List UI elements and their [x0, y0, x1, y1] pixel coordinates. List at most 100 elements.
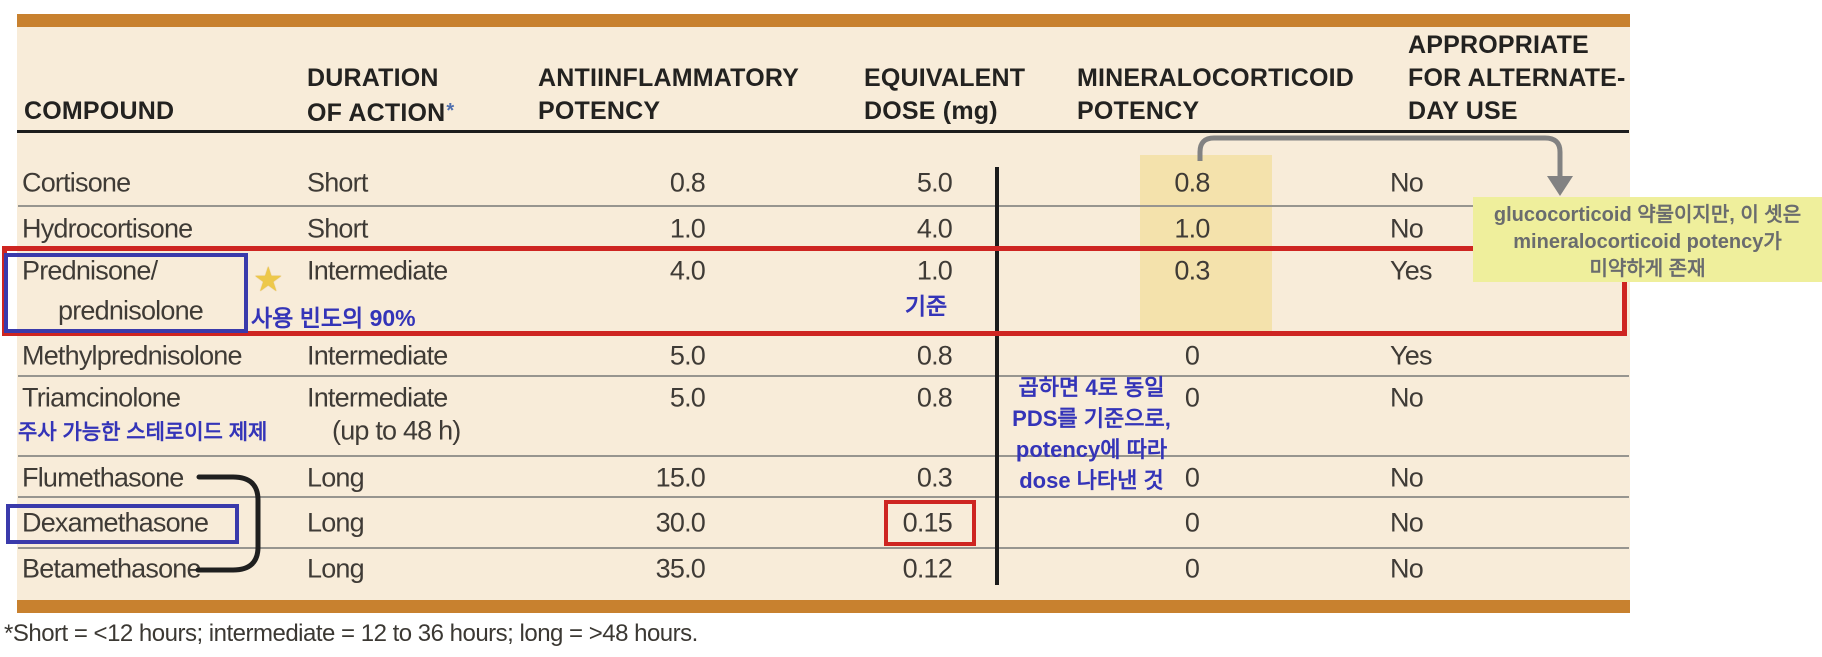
dose-note-line: dose 나타낸 것: [1019, 468, 1164, 493]
row-separator: [18, 455, 1629, 457]
column-header-line: ANTIINFLAMMATORY: [538, 62, 799, 95]
cell-mineralocorticoid-potency: 0: [1184, 382, 1200, 413]
cell-duration: Intermediate: [307, 382, 448, 413]
column-header-text: EQUIVALENT: [864, 64, 1026, 92]
cell-antiinflammatory-potency: 15.0: [655, 462, 706, 493]
cell-antiinflammatory-potency: 5.0: [669, 340, 706, 371]
usage-frequency-note: 사용 빈도의 90%: [251, 305, 416, 331]
cell-compound: Prednisone/: [22, 255, 158, 286]
cell-antiinflammatory-potency: 5.0: [669, 382, 706, 413]
cell-mineralocorticoid-potency: 0: [1184, 553, 1200, 584]
column-header-4: MINERALOCORTICOID POTENCY: [1077, 62, 1354, 128]
sticky-note-line: 미약하게 존재: [1589, 258, 1706, 280]
column-header-1: DURATION OF ACTION*: [307, 62, 454, 130]
prednisone-name-blue-box: [4, 253, 248, 333]
column-header-line: DURATION: [307, 62, 454, 95]
column-header-line: APPROPRIATE: [1408, 29, 1626, 62]
cell-antiinflammatory-potency: 4.0: [669, 255, 706, 286]
column-header-text: COMPOUND: [24, 97, 175, 125]
cell-equivalent-dose: 5.0: [916, 167, 953, 198]
cell-compound: Methylprednisolone: [22, 340, 243, 371]
column-header-5: APPROPRIATE FOR ALTERNATE- DAY USE: [1408, 29, 1626, 128]
column-header-line: DAY USE: [1408, 95, 1626, 128]
table-bottom-accent-bar: [17, 600, 1630, 613]
column-header-line: POTENCY: [538, 95, 799, 128]
cell-alternate-day-use: No: [1390, 213, 1424, 244]
column-header-text: DURATION: [307, 64, 439, 92]
star-icon: ★: [253, 261, 284, 299]
cell-duration: Long: [307, 462, 365, 493]
cell-equivalent-dose: 0.12: [902, 553, 953, 584]
table-top-accent-bar: [17, 14, 1630, 27]
cell-alternate-day-use: No: [1390, 553, 1424, 584]
cell-equivalent-dose: 4.0: [916, 213, 953, 244]
cell-duration: Intermediate: [307, 340, 448, 371]
column-header-text: FOR ALTERNATE-: [1408, 64, 1626, 92]
column-header-text: POTENCY: [538, 97, 661, 125]
cell-antiinflammatory-potency: 35.0: [655, 553, 706, 584]
cell-mineralocorticoid-potency: 1.0: [1174, 213, 1210, 244]
column-header-2: ANTIINFLAMMATORY POTENCY: [538, 62, 799, 128]
cell-compound: Dexamethasone: [22, 507, 209, 538]
cell-compound: Hydrocortisone: [22, 213, 193, 244]
cell-duration: Short: [307, 213, 368, 244]
column-divider-line: [995, 167, 999, 585]
table-background: [17, 27, 1630, 600]
column-header-text: DAY USE: [1408, 97, 1518, 125]
cell-mineralocorticoid-potency: 0.8: [1174, 167, 1210, 198]
column-header-line: FOR ALTERNATE-: [1408, 62, 1626, 95]
cell-duration: Long: [307, 553, 365, 584]
row-separator: [18, 205, 1629, 207]
dose-calculation-note: 곱하면 4로 동일 PDS를 기준으로, potency에 따라 dose 나타…: [1004, 372, 1179, 496]
sticky-note-line: glucocorticoid 약물이지만, 이 셋은: [1493, 204, 1802, 226]
cell-duration: Long: [307, 507, 365, 538]
cell-compound: Flumethasone: [22, 462, 184, 493]
cell-compound: Cortisone: [22, 167, 131, 198]
column-header-line: DOSE (mg): [864, 95, 1025, 128]
column-header-text: ANTIINFLAMMATORY: [538, 64, 800, 92]
column-header-line: EQUIVALENT: [864, 62, 1025, 95]
cell-equivalent-dose: 0.8: [916, 382, 953, 413]
cell-equivalent-dose: 0.3: [916, 462, 953, 493]
cell-equivalent-dose: 1.0: [916, 255, 953, 286]
column-header-text: OF ACTION: [307, 99, 446, 127]
cell-alternate-day-use: Yes: [1390, 340, 1432, 371]
cell-antiinflammatory-potency: 1.0: [669, 213, 706, 244]
cell-duration: Intermediate: [307, 255, 448, 286]
column-header-text: MINERALOCORTICOID: [1077, 64, 1354, 92]
dose-note-line: PDS를 기준으로,: [1012, 406, 1171, 431]
baseline-reference-note: 기준: [904, 293, 948, 319]
mineralocorticoid-sticky-note: glucocorticoid 약물이지만, 이 셋은 mineralocorti…: [1473, 197, 1822, 282]
sticky-note-line: mineralocorticoid potency가: [1513, 231, 1782, 253]
column-header-text: POTENCY: [1077, 97, 1200, 125]
column-header-line: COMPOUND: [24, 95, 174, 128]
column-header-line: POTENCY: [1077, 95, 1354, 128]
cell-alternate-day-use: No: [1390, 507, 1424, 538]
cell-alternate-day-use: Yes: [1390, 255, 1432, 286]
column-header-line: OF ACTION*: [307, 95, 454, 130]
column-header-3: EQUIVALENT DOSE (mg): [864, 62, 1025, 128]
dose-note-line: 곱하면 4로 동일: [1018, 375, 1165, 400]
footnote-marker: *: [446, 100, 455, 122]
column-header-line: MINERALOCORTICOID: [1077, 62, 1354, 95]
cell-alternate-day-use: No: [1390, 462, 1424, 493]
dexamethasone-dose-red-box: [884, 500, 976, 546]
column-header-text: DOSE (mg): [864, 97, 998, 125]
cell-duration-line2: (up to 48 h): [332, 415, 461, 446]
cell-compound-line2: prednisolone: [58, 295, 204, 326]
cell-mineralocorticoid-potency: 0: [1184, 462, 1200, 493]
header-rule: [17, 130, 1629, 133]
mineralocorticoid-highlight-band: [1140, 155, 1272, 336]
cell-alternate-day-use: No: [1390, 167, 1424, 198]
cell-antiinflammatory-potency: 30.0: [655, 507, 706, 538]
column-header-0: COMPOUND: [24, 95, 174, 128]
row-separator: [18, 375, 1629, 377]
column-header-text: APPROPRIATE: [1408, 31, 1589, 59]
cell-equivalent-dose: 0.8: [916, 340, 953, 371]
cell-mineralocorticoid-potency: 0.3: [1174, 255, 1210, 286]
row-separator: [18, 496, 1629, 498]
cell-antiinflammatory-potency: 0.8: [669, 167, 706, 198]
dose-note-line: potency에 따라: [1015, 437, 1168, 462]
cell-alternate-day-use: No: [1390, 382, 1424, 413]
